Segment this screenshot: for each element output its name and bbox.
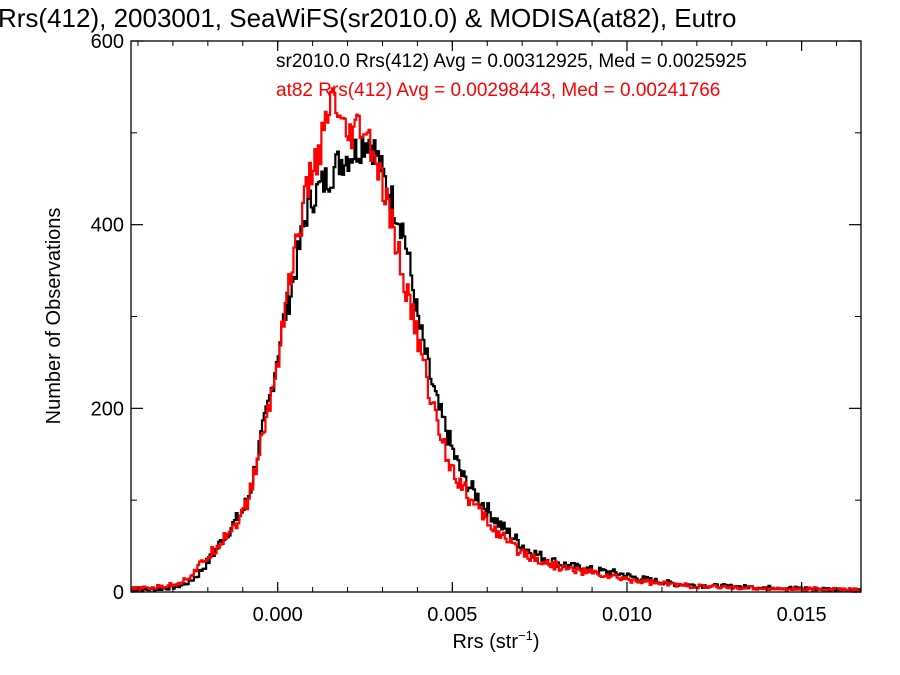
x-tick-label: 0.010 bbox=[602, 604, 652, 626]
x-axis-label-main: Rrs (str bbox=[452, 631, 518, 653]
y-tick-label: 600 bbox=[91, 31, 124, 53]
y-tick-label: 400 bbox=[91, 215, 124, 237]
x-axis-label-end: ) bbox=[533, 631, 540, 653]
x-tick-label: 0.015 bbox=[777, 604, 827, 626]
x-axis-label: Rrs (str−1) bbox=[452, 628, 539, 653]
legend: sr2010.0 Rrs(412) Avg = 0.00312925, Med … bbox=[276, 51, 747, 101]
legend-entry-at82: at82 Rrs(412) Avg = 0.00298443, Med = 0.… bbox=[276, 80, 720, 101]
legend-entry-sr2010: sr2010.0 Rrs(412) Avg = 0.00312925, Med … bbox=[276, 51, 747, 72]
x-axis-label-superscript: −1 bbox=[518, 628, 533, 643]
x-tick-label: 0.000 bbox=[253, 604, 303, 626]
ticks-layer: 0.000 0.005 0.010 0.015 0 200 400 600 bbox=[91, 31, 861, 626]
y-axis-label: Number of Observations bbox=[43, 208, 65, 425]
y-tick-label: 200 bbox=[91, 398, 124, 420]
series-line-at82 bbox=[131, 87, 861, 593]
x-tick-label: 0.005 bbox=[427, 604, 477, 626]
series-layer bbox=[131, 87, 861, 593]
y-tick-label: 0 bbox=[113, 582, 124, 604]
series-line-sr2010.0 bbox=[131, 137, 861, 593]
chart-title: Rrs(412), 2003001, SeaWiFS(sr2010.0) & M… bbox=[0, 3, 736, 33]
